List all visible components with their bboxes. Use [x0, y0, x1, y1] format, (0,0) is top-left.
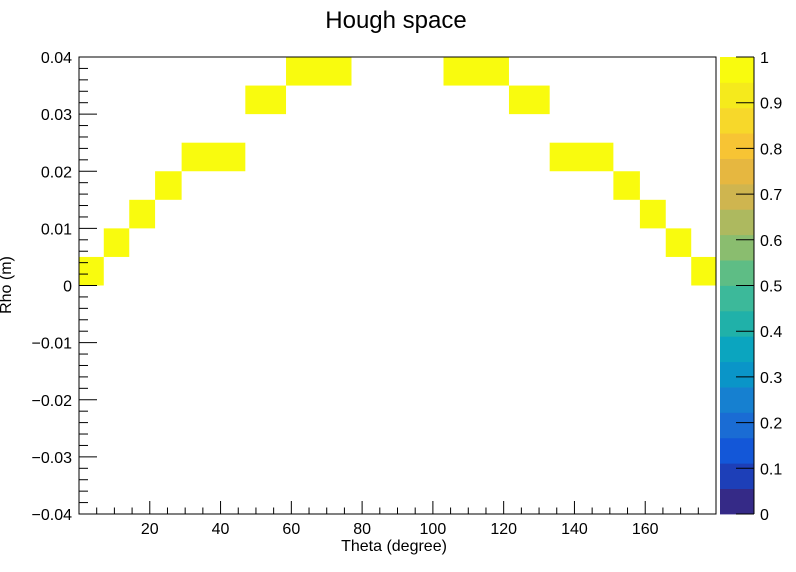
- heatmap-cell: [286, 57, 352, 86]
- plot-frame: [78, 56, 717, 515]
- y-tick-label: −0.03: [32, 450, 73, 467]
- chart-title: Hough space: [325, 7, 466, 34]
- x-tick-label: 20: [141, 521, 159, 538]
- x-tick-label: 60: [282, 521, 300, 538]
- colorbar: 0 0.1 0.2 0.3 0.4 0.5 0.6 0.7 0.8 0.9 1: [720, 50, 782, 524]
- colorbar-tick-label: 0.2: [760, 416, 782, 433]
- x-tick-label: 140: [561, 521, 588, 538]
- heatmap-cell: [691, 256, 716, 286]
- x-tick-label: 80: [353, 521, 371, 538]
- heatmap-cell: [155, 171, 182, 200]
- y-axis-label: Rho (m): [0, 256, 15, 314]
- heatmap-cell: [103, 228, 130, 257]
- colorbar-band: [720, 133, 754, 159]
- y-tick-label: 0: [63, 279, 72, 296]
- colorbar-tick-label: 0.9: [760, 96, 782, 113]
- heatmap-cell: [129, 199, 156, 229]
- y-axis: −0.04 −0.03 −0.02 −0.01 0 0.01 0.02 0.03 0.04: [32, 50, 97, 524]
- colorbar-band: [720, 57, 754, 83]
- heatmap-cells: [79, 57, 716, 286]
- y-tick-label: −0.01: [32, 336, 73, 353]
- colorbar-band: [720, 463, 754, 490]
- colorbar-tick-label: 0.8: [760, 141, 782, 158]
- colorbar-band: [720, 285, 754, 312]
- heatmap-cell: [508, 85, 550, 115]
- x-tick-label: 160: [632, 521, 659, 538]
- colorbar-band: [720, 310, 754, 337]
- colorbar-tick-label: 0.4: [760, 324, 782, 341]
- colorbar-tick-label: 0.7: [760, 187, 782, 204]
- colorbar-band: [720, 183, 754, 210]
- x-tick-label: 40: [212, 521, 230, 538]
- x-tick-label: 100: [420, 521, 447, 538]
- colorbar-band: [720, 488, 754, 515]
- heatmap-cell: [665, 228, 692, 257]
- heatmap-cell: [639, 199, 666, 229]
- heatmap-cell: [245, 85, 287, 115]
- colorbar-band: [720, 234, 754, 261]
- colorbar-band: [720, 158, 754, 185]
- colorbar-band: [720, 82, 754, 109]
- colorbar-band: [720, 361, 754, 388]
- y-tick-label: −0.02: [32, 393, 73, 410]
- colorbar-tick-label: 0.5: [760, 279, 782, 296]
- x-tick-label: 120: [490, 521, 517, 538]
- colorbar-tick-label: 0.6: [760, 233, 782, 250]
- heatmap-cell: [181, 142, 246, 172]
- y-tick-label: 0.01: [41, 221, 72, 238]
- colorbar-band: [720, 437, 754, 464]
- heatmap-cell: [443, 57, 509, 86]
- colorbar-band: [720, 336, 754, 363]
- colorbar-band: [720, 387, 754, 413]
- colorbar-tick-label: 0.3: [760, 370, 782, 387]
- y-tick-label: 0.02: [41, 164, 72, 181]
- heatmap-cell: [549, 142, 614, 172]
- colorbar-tick-label: 1: [760, 50, 769, 67]
- y-tick-label: −0.04: [32, 507, 73, 524]
- colorbar-tick-label: 0.1: [760, 461, 782, 478]
- x-axis-label: Theta (degree): [341, 538, 447, 555]
- y-tick-label: 0.04: [41, 50, 72, 67]
- colorbar-tick-label: 0: [760, 507, 769, 524]
- colorbar-band: [720, 412, 754, 439]
- y-tick-label: 0.03: [41, 107, 72, 124]
- heatmap-cell: [79, 256, 104, 286]
- colorbar-band: [720, 209, 754, 236]
- heatmap-cell: [613, 171, 640, 200]
- colorbar-band: [720, 260, 754, 286]
- x-axis: 20 40 60 80 100 120 140 160: [78, 501, 717, 538]
- colorbar-band: [720, 107, 754, 134]
